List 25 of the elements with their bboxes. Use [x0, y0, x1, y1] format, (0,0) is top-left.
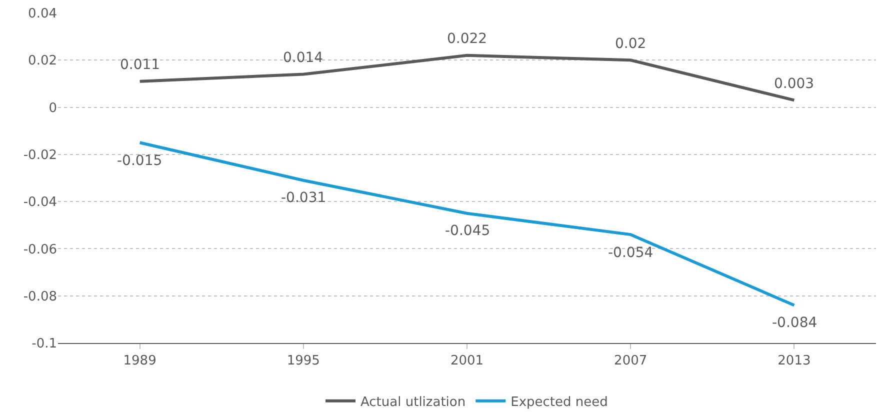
data-label: -0.045 — [445, 223, 490, 239]
x-tick-label: 2007 — [614, 354, 648, 369]
y-tick-label: -0.02 — [23, 148, 57, 163]
data-label: -0.084 — [772, 315, 818, 331]
y-tick-label: -0.08 — [23, 289, 57, 304]
legend-label: Actual utlization — [360, 394, 466, 410]
y-tick-label: -0.06 — [23, 242, 57, 258]
data-label: 0.02 — [615, 36, 646, 52]
y-tick-label: 0 — [48, 100, 57, 116]
y-tick-label: -0.1 — [32, 336, 57, 352]
x-tick-label: 1995 — [286, 354, 320, 369]
data-label: 0.003 — [774, 76, 814, 92]
data-label: 0.014 — [283, 50, 324, 66]
x-tick-label: 2013 — [778, 354, 811, 369]
x-tick-label: 1989 — [123, 354, 156, 369]
x-tick-label: 2001 — [450, 354, 484, 369]
legend-label: Expected need — [510, 394, 608, 410]
y-tick-label: 0.02 — [28, 54, 57, 69]
y-tick-label: -0.04 — [23, 195, 57, 210]
data-label: 0.022 — [447, 31, 488, 47]
data-label: -0.031 — [281, 190, 326, 206]
data-label: -0.054 — [608, 245, 654, 261]
data-label: -0.015 — [117, 153, 162, 169]
y-tick-label: 0.04 — [28, 6, 57, 22]
data-label: 0.011 — [120, 57, 160, 73]
